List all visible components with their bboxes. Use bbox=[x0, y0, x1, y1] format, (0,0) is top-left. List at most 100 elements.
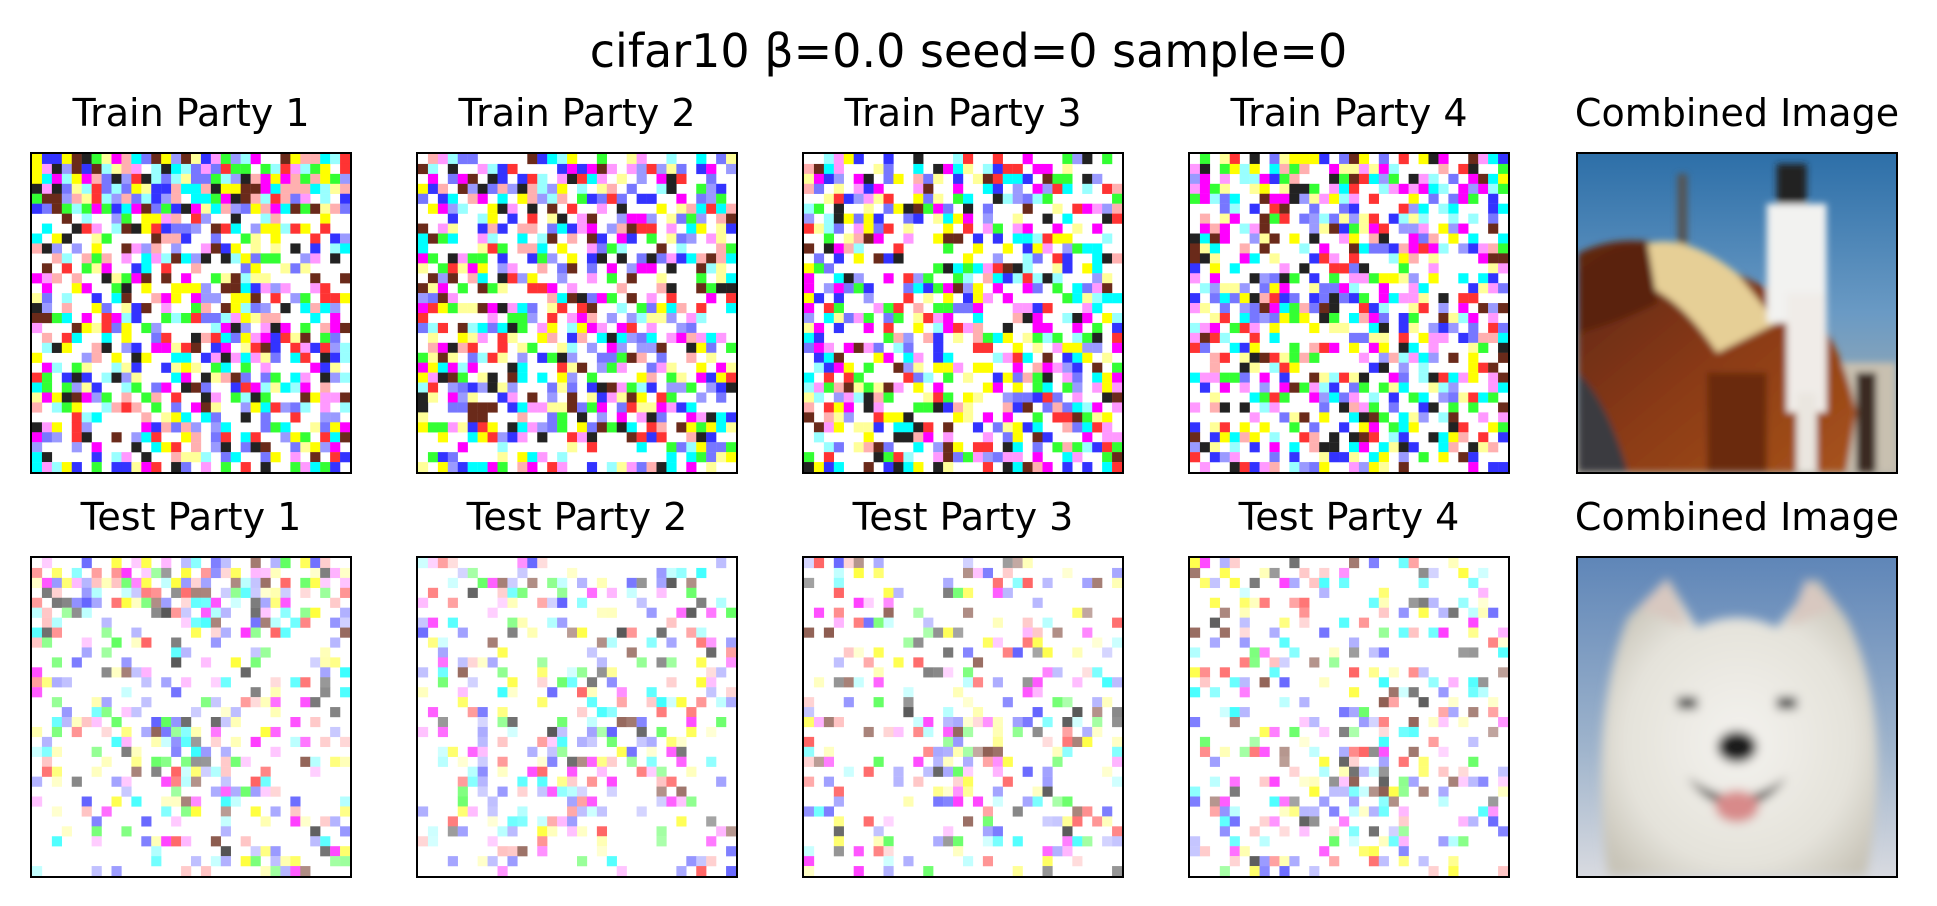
noise-pixel bbox=[200, 392, 212, 403]
noise-pixel bbox=[567, 392, 578, 403]
noise-pixel bbox=[210, 607, 222, 618]
noise-pixel bbox=[101, 263, 112, 274]
noise-pixel bbox=[1219, 667, 1230, 678]
noise-pixel bbox=[913, 362, 924, 373]
noise-pixel bbox=[51, 717, 63, 728]
noise-pixel bbox=[437, 203, 449, 214]
noise-pixel bbox=[1319, 846, 1330, 857]
noise-pixel bbox=[1102, 203, 1113, 214]
noise-pixel bbox=[1478, 283, 1489, 294]
noise-pixel bbox=[1299, 382, 1310, 393]
noise-pixel bbox=[437, 273, 449, 284]
noise-pixel bbox=[1309, 273, 1320, 284]
noise-pixel bbox=[1022, 313, 1033, 324]
noise-pixel bbox=[200, 412, 212, 423]
noise-pixel bbox=[823, 193, 835, 204]
noise-pixel bbox=[270, 846, 281, 857]
noise-pixel bbox=[616, 746, 627, 757]
noise-pixel bbox=[1239, 173, 1250, 185]
noise-pixel bbox=[1438, 313, 1449, 324]
noise-pixel bbox=[220, 193, 231, 204]
noise-pixel bbox=[51, 273, 63, 284]
noise-pixel bbox=[161, 796, 172, 807]
noise-pixel bbox=[1329, 452, 1340, 463]
noise-pixel bbox=[1388, 687, 1399, 698]
noise-pixel bbox=[943, 667, 954, 678]
noise-pixel bbox=[616, 332, 627, 344]
noise-pixel bbox=[240, 587, 251, 598]
noise-pixel bbox=[230, 223, 241, 234]
noise-pixel bbox=[1498, 422, 1508, 433]
noise-pixel bbox=[71, 223, 82, 234]
noise-pixel bbox=[606, 736, 617, 748]
noise-pixel bbox=[893, 362, 904, 373]
noise-pixel bbox=[51, 173, 63, 185]
noise-pixel bbox=[270, 558, 281, 569]
noise-pixel bbox=[487, 233, 498, 244]
noise-pixel bbox=[1378, 442, 1389, 453]
noise-pixel bbox=[1012, 577, 1023, 589]
noise-pixel bbox=[81, 422, 92, 433]
noise-pixel bbox=[1488, 607, 1499, 618]
noise-pixel bbox=[1062, 173, 1073, 185]
noise-pixel bbox=[91, 342, 102, 353]
noise-pixel bbox=[537, 243, 548, 254]
noise-pixel bbox=[557, 736, 568, 748]
noise-pixel bbox=[111, 567, 122, 579]
noise-pixel bbox=[883, 203, 894, 214]
noise-pixel bbox=[1002, 422, 1013, 433]
noise-pixel bbox=[616, 382, 627, 393]
noise-pixel bbox=[447, 856, 458, 867]
noise-pixel bbox=[210, 637, 222, 648]
noise-pixel bbox=[1468, 233, 1479, 244]
noise-pixel bbox=[1042, 243, 1053, 254]
noise-pixel bbox=[111, 203, 122, 214]
noise-pixel bbox=[32, 273, 43, 284]
noise-pixel bbox=[32, 163, 43, 175]
noise-pixel bbox=[161, 213, 172, 224]
noise-pixel bbox=[121, 303, 132, 314]
noise-pixel bbox=[1052, 746, 1063, 757]
noise-pixel bbox=[913, 607, 924, 618]
noise-pixel bbox=[1012, 183, 1023, 194]
noise-pixel bbox=[1358, 432, 1370, 443]
noise-pixel bbox=[32, 442, 43, 453]
noise-pixel bbox=[943, 283, 954, 294]
noise-pixel bbox=[1229, 203, 1240, 214]
noise-pixel bbox=[497, 352, 508, 363]
noise-pixel bbox=[963, 283, 974, 294]
noise-pixel bbox=[240, 253, 251, 264]
noise-pixel bbox=[1102, 836, 1113, 847]
noise-pixel bbox=[1229, 283, 1240, 294]
noise-pixel bbox=[873, 558, 884, 569]
noise-pixel bbox=[992, 422, 1003, 433]
noise-pixel bbox=[1468, 442, 1479, 453]
noise-pixel bbox=[1112, 442, 1122, 453]
noise-pixel bbox=[220, 558, 231, 569]
noise-pixel bbox=[32, 667, 43, 678]
noise-pixel bbox=[537, 322, 548, 334]
noise-pixel bbox=[1249, 462, 1260, 472]
noise-pixel bbox=[280, 283, 291, 294]
noise-pixel bbox=[1329, 826, 1340, 837]
noise-pixel bbox=[1042, 183, 1053, 194]
noise-pixel bbox=[933, 442, 944, 453]
noise-pixel bbox=[1468, 173, 1479, 185]
noise-pixel bbox=[606, 786, 617, 797]
noise-pixel bbox=[467, 766, 478, 777]
noise-pixel bbox=[1199, 746, 1211, 757]
noise-pixel bbox=[586, 756, 598, 767]
noise-pixel bbox=[1092, 372, 1103, 383]
noise-pixel bbox=[1378, 806, 1389, 817]
noise-pixel bbox=[41, 637, 53, 648]
noise-pixel bbox=[1229, 213, 1240, 224]
noise-pixel bbox=[893, 382, 904, 393]
noise-pixel bbox=[586, 233, 598, 244]
noise-pixel bbox=[330, 442, 341, 453]
noise-pixel bbox=[497, 846, 508, 857]
train-party-4-image bbox=[1188, 152, 1510, 474]
noise-pixel bbox=[1229, 836, 1240, 847]
noise-pixel bbox=[1488, 392, 1499, 403]
noise-pixel bbox=[250, 223, 261, 234]
noise-pixel bbox=[41, 273, 53, 284]
